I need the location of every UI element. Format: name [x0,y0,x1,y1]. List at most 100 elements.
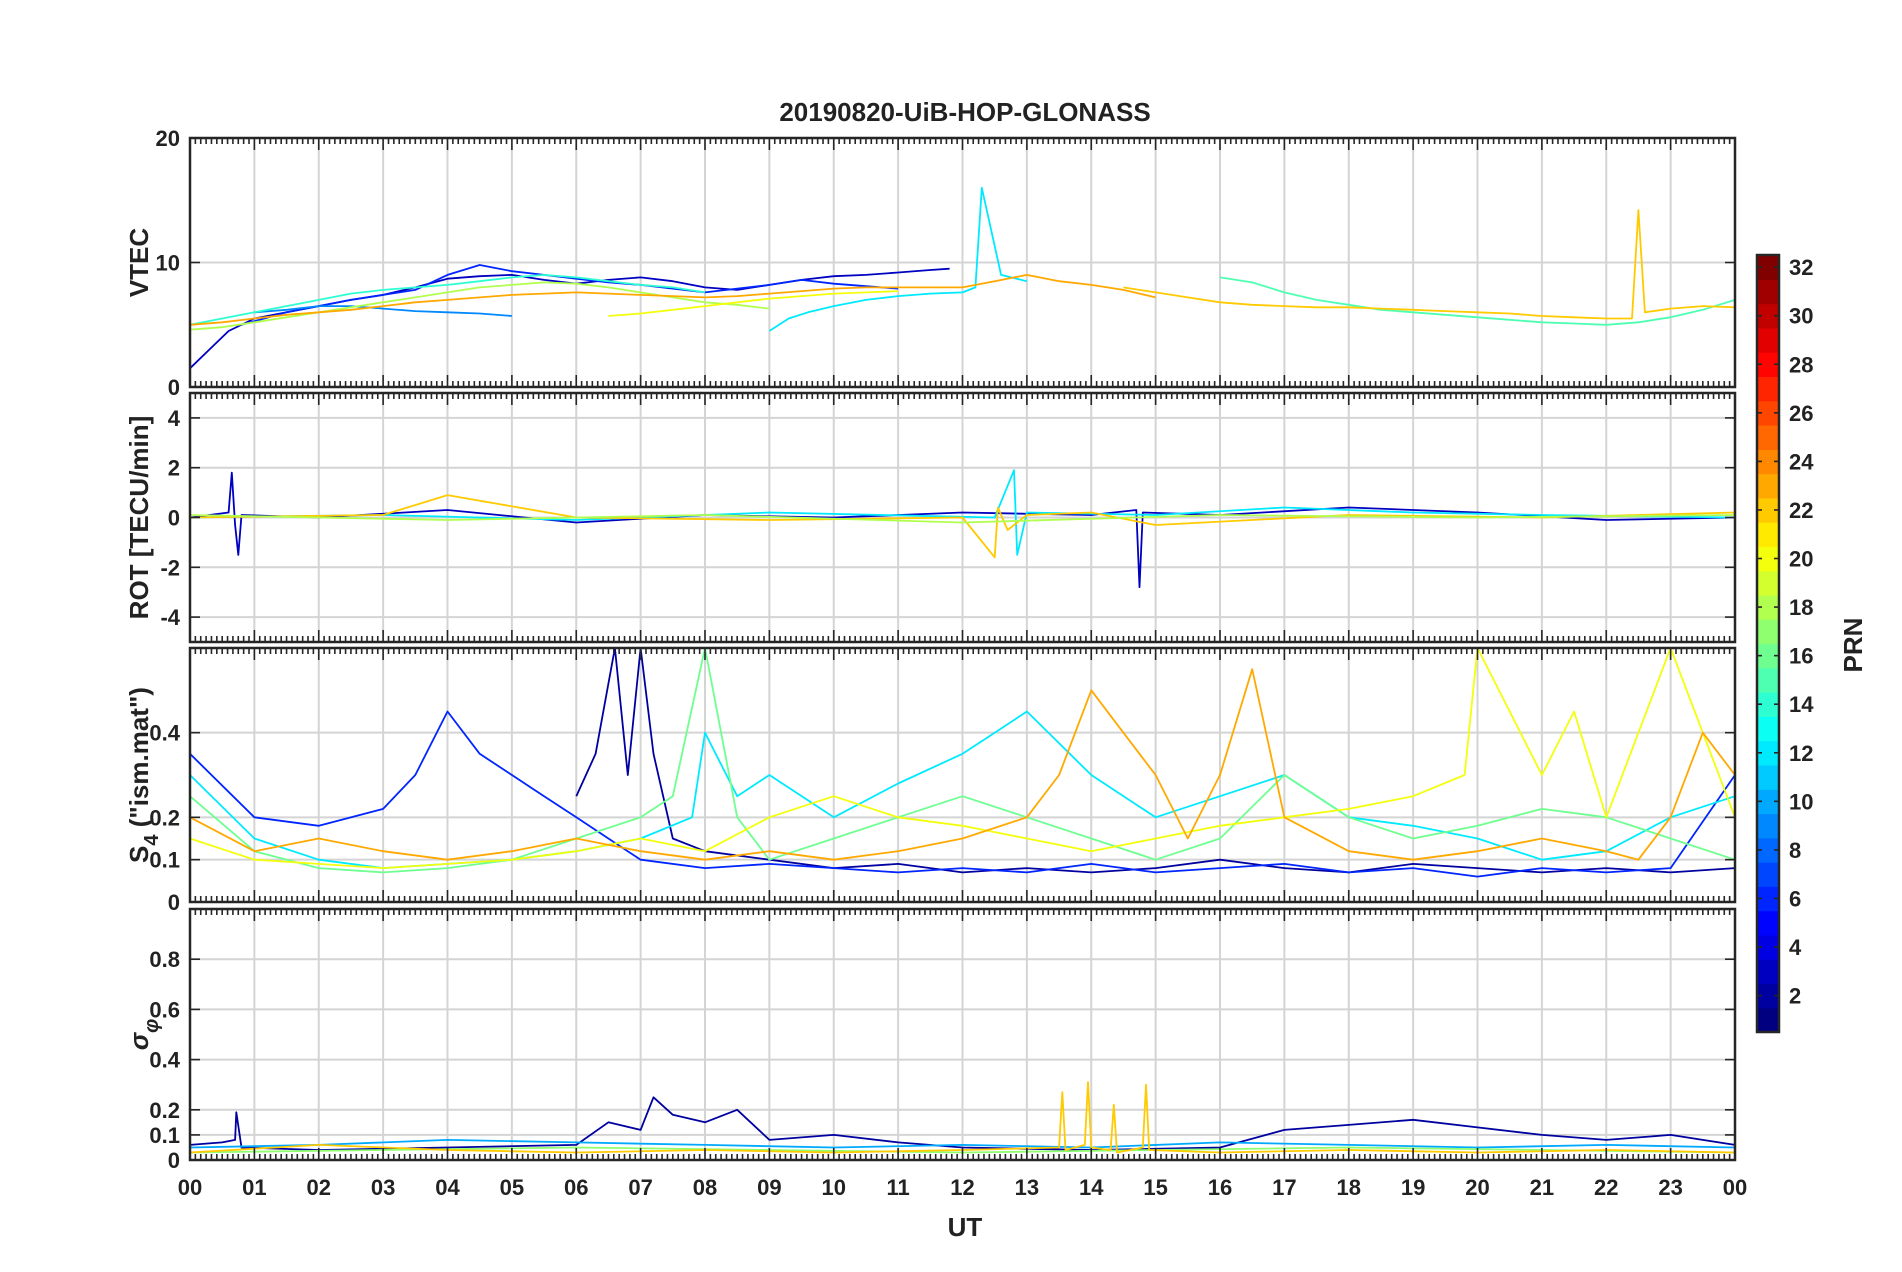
sigma_phi-y-tick-label: 0.8 [149,947,180,972]
rot-series-prn-18 [189,514,1736,524]
sigma_phi-y-tick-label: 0 [168,1148,180,1173]
s4-y-tick-label: 0.1 [149,848,180,873]
colorbar-swatch [1757,740,1779,766]
vtec-series-prn-9 [254,305,512,317]
colorbar-tick-label: 32 [1789,255,1813,280]
colorbar-swatch [1757,959,1779,985]
s4-series-prn-6 [189,710,1736,878]
x-tick-label: 01 [242,1175,266,1200]
colorbar-swatch [1757,837,1779,863]
x-tick-label: 07 [628,1175,652,1200]
colorbar-tick-label: 28 [1789,352,1813,377]
colorbar-tick-label: 12 [1789,741,1813,766]
colorbar-swatch [1757,692,1779,717]
x-tick-label: 03 [371,1175,395,1200]
vtec-series-prn-14 [189,273,706,326]
rot-series-prn-3 [189,471,1736,589]
s4-y-axis-label: S4 ("ism.mat") [124,687,163,863]
x-tick-label: 20 [1465,1175,1489,1200]
colorbar-tick-label: 4 [1789,935,1802,960]
colorbar-swatch [1757,594,1779,620]
colorbar-swatch [1757,983,1779,1009]
rot-y-tick-label: 4 [168,406,181,431]
colorbar-swatch [1757,376,1779,402]
x-tick-label: 16 [1208,1175,1232,1200]
s4-y-tick-label: 0.4 [149,721,180,746]
rot-panel: -4 -2 0 2 4 ROT [TECU/min] [124,391,1737,644]
x-tick-label: 23 [1658,1175,1682,1200]
sigma_phi-y-tick-label: 0.1 [149,1123,180,1148]
s4-series-prn-16 [189,647,1736,874]
x-tick-label: 05 [500,1175,524,1200]
colorbar-swatch [1757,643,1779,669]
colorbar-tick-label: 10 [1789,789,1813,814]
colorbar-swatch [1757,497,1779,523]
x-tick-label: 06 [564,1175,588,1200]
sigma_phi-y-tick-label: 0.4 [149,1048,180,1073]
colorbar-tick-label: 22 [1789,498,1813,523]
colorbar-tick-label: 30 [1789,304,1813,329]
colorbar-swatch [1757,570,1779,596]
s4-series-prn-23 [189,668,1736,861]
s4-y-tick-label: 0.2 [149,805,180,830]
rot-series-prn-12 [189,469,1736,556]
colorbar-swatch [1757,522,1779,547]
vtec-series-prn-22 [1123,209,1736,320]
colorbar-swatch [1757,303,1779,329]
colorbar-tick-label: 14 [1789,692,1814,717]
colorbar-swatch [1757,813,1779,839]
sigma_phi-y-tick-label: 0.2 [149,1098,180,1123]
colorbar-tick-label: 26 [1789,401,1813,426]
x-tick-label: 19 [1401,1175,1425,1200]
x-tick-label: 22 [1594,1175,1618,1200]
sigma_phi-series-prn-22 [189,1081,1736,1154]
colorbar-swatch [1757,255,1779,280]
colorbar-swatch [1757,449,1779,475]
colorbar-tick-label: 24 [1789,449,1814,474]
vtec-series-prn-23 [189,273,1156,326]
s4-y-tick-label: 0 [168,890,180,915]
x-tick-label: 04 [435,1175,460,1200]
chart-title: 20190820-UiB-HOP-GLONASS [779,97,1150,127]
x-tick-label: 15 [1143,1175,1167,1200]
s4-panel: 0 0.1 0.2 0.4S4 ("ism.mat") [124,646,1737,915]
x-tick-label: 18 [1337,1175,1361,1200]
rot-y-tick-label: 2 [168,456,180,481]
sigma_phi-series-prn-10 [189,1139,1736,1149]
colorbar-swatch [1757,327,1779,353]
rot-y-axis-label: ROT [TECU/min] [124,416,154,620]
x-tick-label: 08 [693,1175,717,1200]
colorbar-swatch [1757,352,1779,377]
colorbar-swatch [1757,400,1779,426]
colorbar-swatch [1757,619,1779,645]
sigma_phi-series-prn-2 [189,1096,1736,1151]
vtec-y-tick-label: 20 [156,126,180,151]
colorbar-swatch [1757,546,1779,572]
x-tick-label: 13 [1015,1175,1039,1200]
x-tick-label: 09 [757,1175,781,1200]
colorbar-swatch [1757,473,1779,499]
vtec-series-prn-6 [241,264,899,326]
vtec-y-axis-label: VTEC [124,228,154,298]
x-tick-label: 21 [1530,1175,1554,1200]
colorbar-swatch [1757,1007,1779,1033]
colorbar-swatch [1757,764,1779,790]
colorbar-tick-label: 8 [1789,838,1801,863]
colorbar-swatch [1757,862,1779,887]
x-tick-label: 00 [1723,1175,1747,1200]
colorbar-swatch [1757,425,1779,450]
colorbar-swatch [1757,279,1779,305]
colorbar-label: PRN [1838,618,1868,673]
vtec-series-prn-20 [608,290,899,317]
rot-y-tick-label: -2 [160,555,180,580]
colorbar-swatch [1757,789,1779,815]
sigma-phi-panel: 00.10.2 0.4 0.6 0.8 σφ [124,907,1737,1173]
colorbar-swatch [1757,886,1779,912]
x-tick-label: 10 [822,1175,846,1200]
colorbar-swatch [1757,667,1779,693]
sigma_phi-y-axis-label: σφ [124,1019,163,1050]
colorbar-tick-label: 18 [1789,595,1813,620]
colorbar-tick-label: 16 [1789,644,1813,669]
